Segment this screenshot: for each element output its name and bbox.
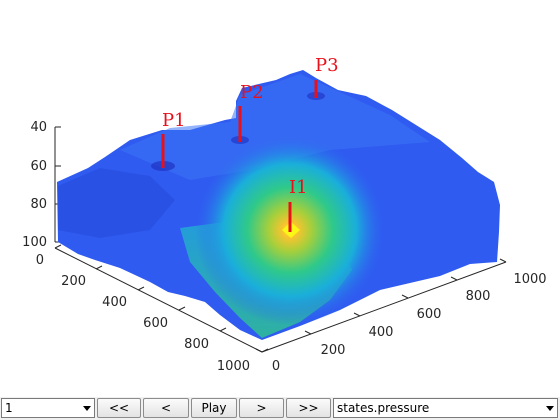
z-axis: 40 60 80 100 bbox=[22, 120, 61, 250]
pressure-surface-plot[interactable]: 40 60 80 100 0 200 400 600 800 1000 bbox=[0, 0, 560, 396]
y-tick-label: 800 bbox=[466, 289, 491, 304]
y-tick-label: 400 bbox=[369, 325, 394, 340]
y-axis: 0 200 400 600 800 1000 bbox=[255, 258, 547, 374]
x-tick-label: 600 bbox=[143, 316, 168, 331]
z-tick-label: 100 bbox=[22, 235, 47, 250]
playback-toolbar: 1 << < Play > >> states.pressure bbox=[0, 397, 560, 420]
x-tick-label: 400 bbox=[102, 295, 127, 310]
z-tick-label: 80 bbox=[30, 197, 47, 212]
play-button[interactable]: Play bbox=[191, 398, 237, 418]
well-i1-label: I1 bbox=[289, 177, 308, 198]
z-tick-label: 40 bbox=[30, 120, 47, 135]
field-select-value: states.pressure bbox=[337, 401, 430, 415]
x-tick-label: 200 bbox=[61, 274, 86, 289]
field-select[interactable]: states.pressure bbox=[333, 398, 558, 418]
well-p2-label: P2 bbox=[240, 82, 264, 103]
x-axis: 0 200 400 600 800 1000 bbox=[36, 244, 269, 374]
rewind-button[interactable]: << bbox=[97, 398, 141, 418]
next-step-button[interactable]: > bbox=[239, 398, 284, 418]
well-i1-marker: I1 bbox=[288, 177, 308, 232]
y-tick-label: 1000 bbox=[513, 272, 546, 287]
x-tick-label: 0 bbox=[36, 253, 44, 268]
y-tick-label: 0 bbox=[272, 359, 280, 374]
surface-figure: 40 60 80 100 0 200 400 600 800 1000 bbox=[22, 55, 547, 374]
chevron-down-icon bbox=[546, 406, 554, 411]
timestep-select-value: 1 bbox=[5, 401, 13, 415]
well-p1-marker: P1 bbox=[161, 110, 186, 168]
timestep-select[interactable]: 1 bbox=[1, 398, 95, 418]
well-p3-label: P3 bbox=[315, 55, 339, 76]
z-tick-label: 60 bbox=[30, 159, 47, 174]
y-tick-label: 600 bbox=[417, 307, 442, 322]
y-tick-label: 200 bbox=[321, 343, 346, 358]
x-tick-label: 1000 bbox=[217, 359, 250, 374]
previous-step-button[interactable]: < bbox=[143, 398, 189, 418]
well-p3-marker: P3 bbox=[314, 55, 339, 98]
wells: P1 P2 I1 P3 bbox=[161, 55, 339, 232]
well-p2-marker: P2 bbox=[238, 82, 264, 142]
fast-forward-button[interactable]: >> bbox=[286, 398, 331, 418]
chevron-down-icon bbox=[83, 406, 91, 411]
well-p1-label: P1 bbox=[162, 110, 186, 131]
x-tick-label: 800 bbox=[184, 337, 209, 352]
